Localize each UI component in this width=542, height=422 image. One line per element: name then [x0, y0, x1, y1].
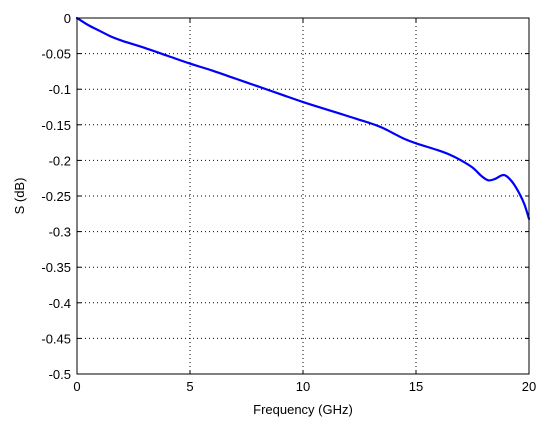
- x-axis-label: Frequency (GHz): [253, 402, 353, 417]
- tick-labels: 0 5 10 15 20 0 -0.05 -0.1 -0.15 -0.2 -0.25 -0.3 -0.3…: [41, 11, 536, 394]
- y-tick-label: -0.1: [49, 82, 71, 97]
- ticks: [76, 17, 530, 375]
- y-tick-label: -0.05: [41, 47, 71, 62]
- y-axis-label: S (dB): [12, 178, 27, 215]
- y-tick-label: -0.5: [49, 367, 71, 382]
- y-tick-label: -0.15: [41, 118, 71, 133]
- x-tick-label: 5: [186, 379, 193, 394]
- x-tick-label: 15: [409, 379, 423, 394]
- y-tick-label: -0.2: [49, 153, 71, 168]
- y-tick-label: -0.35: [41, 260, 71, 275]
- grid: [77, 18, 529, 374]
- x-tick-label: 0: [73, 379, 80, 394]
- y-tick-label: -0.4: [49, 296, 71, 311]
- x-tick-label: 20: [522, 379, 536, 394]
- y-tick-label: -0.25: [41, 189, 71, 204]
- y-tick-label: 0: [64, 11, 71, 26]
- x-tick-label: 10: [296, 379, 310, 394]
- series-line: [75, 16, 531, 220]
- y-tick-label: -0.45: [41, 331, 71, 346]
- series-layer: [75, 16, 531, 220]
- y-tick-label: -0.3: [49, 225, 71, 240]
